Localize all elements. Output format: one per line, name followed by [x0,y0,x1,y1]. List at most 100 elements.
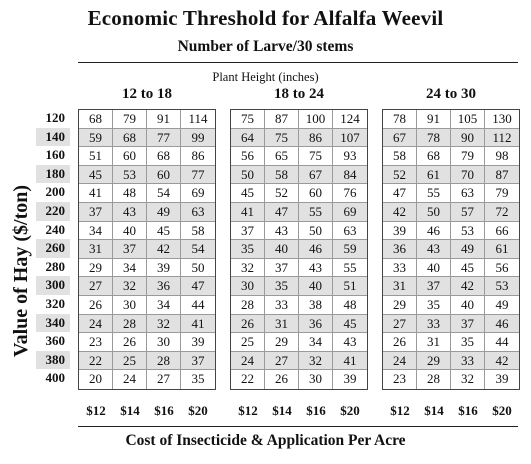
table-cell: 77 [147,128,181,147]
table-cell: 41 [343,352,357,368]
table-cell: 55 [417,184,451,202]
table-row: 27 32 36 47 [79,277,215,296]
table-cell: 33 [383,258,417,277]
table-cell: 42 [451,277,485,295]
table-row: 34 40 45 58 [79,221,215,241]
table-cell: 65 [265,147,299,165]
table-cell: 28 [231,295,265,314]
table-cell: 35 [451,333,485,351]
table-cell: 49 [495,296,509,312]
table-cell: 50 [191,259,205,275]
table-cell: 114 [188,111,208,126]
page-title: Economic Threshold for Alfalfa Weevil [87,6,444,30]
table-cell: 43 [343,334,357,350]
table-cell: 51 [343,278,357,294]
table-cell: 68 [113,128,147,147]
table-cell: 68 [147,147,181,165]
table-cell: 51 [79,147,113,165]
table-cell: 55 [299,202,333,221]
table-row: 42 50 57 72 [383,202,519,222]
table-cell: 50 [231,165,265,184]
table-cell: 39 [147,258,181,277]
table-row: 22 25 28 37 [79,351,215,371]
table-cell: 35 [191,371,205,387]
table-cell: 29 [79,258,113,277]
table-cell: 33 [265,295,299,314]
table-cell: 42 [383,202,417,221]
table-cell: 27 [147,370,181,389]
table-cell: 76 [343,185,357,201]
table-cell: 47 [265,202,299,221]
table-row: 41 47 55 69 [231,202,367,222]
table-cell: 63 [191,203,205,219]
row-label-300: 300 [36,276,70,295]
table-row: 25 29 34 43 [231,333,367,352]
table-row: 22 26 30 39 [231,370,367,389]
table-cell: 32 [299,351,333,370]
table-cell: 36 [299,314,333,333]
row-label-320: 320 [45,295,66,311]
table-cell: 42 [147,240,181,258]
table-cell: 29 [383,295,417,314]
cost-label: $12 [86,403,106,418]
table-cell: 91 [417,110,451,128]
table-cell: 39 [191,334,205,350]
table-cell: 61 [417,165,451,184]
table-cell: 35 [265,277,299,295]
table-cell: 53 [113,165,147,184]
table-row: 58 68 79 98 [383,147,519,166]
table-cell: 60 [299,184,333,202]
table-cell: 54 [191,241,205,257]
table-cell: 78 [417,128,451,147]
table-row: 56 65 75 93 [231,147,367,166]
group-header-1: 12 to 18 [122,86,172,102]
table-cell: 75 [299,147,333,165]
table-cell: 43 [417,240,451,258]
table-row: 23 28 32 39 [383,370,519,389]
table-cell: 26 [231,314,265,333]
row-labels: 120 140 160 180 200 220 240 260 280 300 320 340 360 3… [36,109,70,388]
table-cell: 20 [79,370,113,389]
table-cell: 40 [265,240,299,258]
table-row: 39 46 53 66 [383,221,519,241]
table-row: 31 37 42 53 [383,277,519,296]
table-cell: 29 [417,351,451,370]
table-cell: 67 [299,165,333,184]
table-cell: 28 [417,370,451,389]
cost-labels-2: $12 $14 $16 $20 [231,403,367,419]
table-cell: 37 [231,221,265,240]
table-cell: 84 [343,166,357,182]
table-cell: 37 [451,314,485,333]
table-row: 24 27 32 41 [231,351,367,371]
row-label-380: 380 [36,350,70,370]
table-cell: 66 [495,222,509,238]
table-row: 59 68 77 99 [79,128,215,148]
table-cell: 61 [495,241,509,257]
table-cell: 124 [340,111,360,126]
table-cell: 107 [340,129,360,145]
table-cell: 36 [147,277,181,295]
table-cell: 34 [299,333,333,351]
table-row: 23 26 30 39 [79,333,215,352]
table-cell: 31 [265,314,299,333]
table-cell: 72 [495,203,509,219]
table-row: 24 28 32 41 [79,314,215,334]
table-cell: 37 [265,258,299,277]
table-cell: 37 [113,240,147,258]
table-cell: 26 [383,333,417,351]
table-row: 20 24 27 35 [79,370,215,389]
table-cell: 70 [451,165,485,184]
table-cell: 67 [383,128,417,147]
table-cell: 47 [191,278,205,294]
table-cell: 44 [495,334,509,350]
table-row: 78 91 105 130 [383,110,519,129]
table-cell: 34 [113,258,147,277]
group-table-2: 75 87 100 124 64 75 86 107 56 65 75 93 50 58 67 84 45 52 6… [230,109,368,390]
table-cell: 45 [147,221,181,240]
table-cell: 39 [343,371,357,387]
table-cell: 43 [265,221,299,240]
table-cell: 25 [113,351,147,370]
table-cell: 25 [231,333,265,351]
table-cell: 28 [147,351,181,370]
cost-label: $20 [340,403,360,418]
